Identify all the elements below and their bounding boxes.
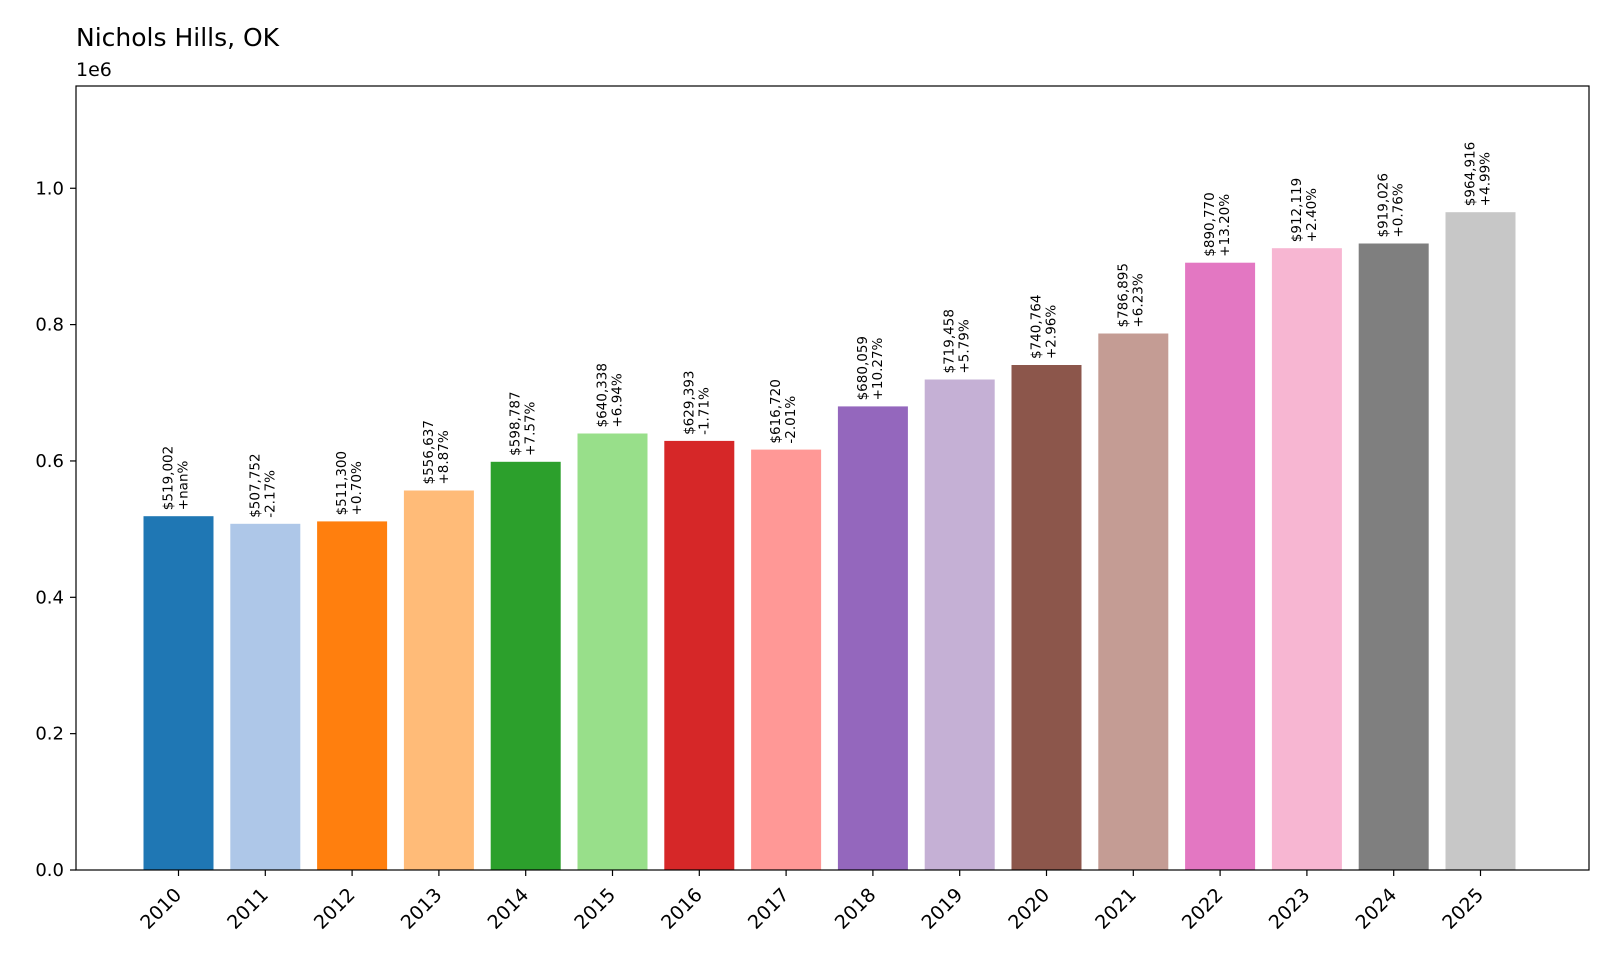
bar-2019: [924, 379, 995, 870]
bar-2018: [837, 406, 908, 870]
bar-value-label-2016: $629,393: [681, 370, 697, 434]
bar-labels-group: $519,002 +nan% $507,752 -2.17% $511,300 +0.70…: [161, 142, 1494, 518]
bar-value-label-2015: $640,338: [595, 363, 611, 427]
bar-change-label-2011: -2.17%: [262, 470, 278, 518]
y-tick-label: 0.6: [35, 451, 64, 472]
x-tick-label-2017: 2017: [744, 884, 794, 934]
bar-2012: [317, 521, 388, 870]
y-tick-label: 0.8: [35, 315, 64, 336]
x-axis: 2010 2011 2012 2013 2014 2015 2016 2017 2018 2019…: [136, 870, 1488, 934]
x-tick-label-2019: 2019: [917, 884, 967, 934]
bar-change-label-2015: +6.94%: [610, 373, 626, 427]
bar-change-label-2024: +0.76%: [1391, 183, 1407, 237]
bar-value-label-2023: $912,119: [1289, 178, 1305, 242]
bar-change-label-2013: +8.87%: [436, 430, 452, 484]
bar-change-label-2016: -1.71%: [696, 387, 712, 435]
bar-change-label-2018: +10.27%: [870, 337, 886, 400]
bar-change-label-2019: +5.79%: [957, 319, 973, 373]
bar-2013: [403, 490, 474, 870]
plot-area-frame: [75, 85, 1590, 871]
x-tick-label-2021: 2021: [1091, 884, 1141, 934]
x-tick-label-2025: 2025: [1438, 884, 1488, 934]
y-tick-label: 0.0: [35, 860, 64, 881]
x-tick-label-2024: 2024: [1351, 884, 1401, 934]
chart-title: Nichols Hills, OK: [76, 23, 280, 52]
y-axis: 0.0 0.2 0.4 0.6 0.8 1.0: [35, 178, 76, 881]
bar-2010: [143, 516, 214, 870]
x-tick-label-2020: 2020: [1004, 884, 1054, 934]
bar-change-label-2023: +2.40%: [1304, 188, 1320, 242]
y-tick-label: 0.4: [35, 587, 64, 608]
bar-change-label-2022: +13.20%: [1217, 194, 1233, 257]
x-tick-label-2022: 2022: [1178, 884, 1228, 934]
bar-2020: [1011, 365, 1082, 870]
bar-change-label-2025: +4.99%: [1478, 152, 1494, 206]
bar-change-label-2020: +2.96%: [1044, 305, 1060, 359]
bar-value-label-2013: $556,637: [421, 420, 437, 484]
bar-value-label-2022: $890,770: [1202, 192, 1218, 256]
bar-change-label-2017: -2.01%: [783, 396, 799, 444]
bar-2022: [1185, 262, 1256, 870]
bar-2024: [1358, 243, 1429, 870]
bar-value-label-2012: $511,300: [334, 451, 350, 515]
bar-change-label-2014: +7.57%: [523, 401, 539, 455]
x-tick-label-2012: 2012: [310, 884, 360, 934]
bar-value-label-2017: $616,720: [768, 379, 784, 443]
y-axis-offset-label: 1e6: [76, 59, 112, 81]
bar-2023: [1271, 248, 1342, 870]
bar-change-label-2021: +6.23%: [1130, 273, 1146, 327]
y-tick-label: 1.0: [35, 178, 64, 199]
bar-2016: [664, 440, 735, 870]
x-tick-label-2013: 2013: [397, 884, 447, 934]
bar-value-label-2020: $740,764: [1029, 295, 1045, 359]
bar-value-label-2024: $919,026: [1376, 173, 1392, 237]
x-tick-label-2011: 2011: [223, 884, 273, 934]
x-tick-label-2010: 2010: [136, 884, 186, 934]
x-tick-label-2018: 2018: [831, 884, 881, 934]
bar-2011: [230, 523, 301, 870]
x-tick-label-2015: 2015: [570, 884, 620, 934]
bar-change-label-2010: +nan%: [176, 461, 192, 511]
bar-2025: [1445, 212, 1516, 870]
x-tick-label-2023: 2023: [1265, 884, 1315, 934]
bar-value-label-2021: $786,895: [1115, 263, 1131, 327]
bar-change-label-2012: +0.70%: [349, 461, 365, 515]
x-tick-label-2014: 2014: [483, 884, 533, 934]
y-tick-label: 0.2: [35, 724, 64, 745]
bar-value-label-2025: $964,916: [1463, 142, 1479, 206]
bar-2015: [577, 433, 648, 870]
bar-value-label-2018: $680,059: [855, 336, 871, 400]
bar-value-label-2010: $519,002: [161, 446, 177, 510]
bar-2017: [751, 449, 822, 870]
bar-value-label-2014: $598,787: [508, 391, 524, 455]
bars-group: [143, 212, 1516, 870]
bar-value-label-2011: $507,752: [247, 453, 263, 517]
bar-2014: [490, 461, 561, 870]
bar-value-label-2019: $719,458: [942, 309, 958, 373]
bar-2021: [1098, 333, 1169, 870]
x-tick-label-2016: 2016: [657, 884, 707, 934]
